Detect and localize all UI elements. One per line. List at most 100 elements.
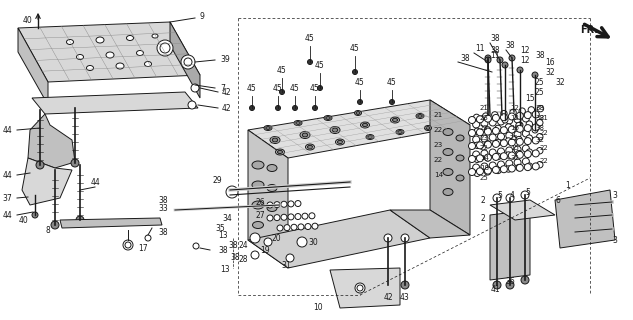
- Circle shape: [522, 158, 529, 165]
- Circle shape: [532, 111, 539, 118]
- Text: 32: 32: [535, 137, 544, 143]
- Text: 18: 18: [480, 165, 489, 171]
- Text: 41: 41: [490, 285, 500, 294]
- Circle shape: [477, 142, 484, 149]
- Circle shape: [473, 121, 480, 128]
- Text: 9: 9: [200, 12, 205, 20]
- Circle shape: [506, 194, 514, 202]
- Circle shape: [537, 148, 543, 154]
- Text: 45: 45: [273, 84, 283, 92]
- Circle shape: [389, 100, 394, 105]
- Circle shape: [485, 57, 491, 63]
- Ellipse shape: [294, 121, 302, 125]
- Ellipse shape: [308, 145, 313, 149]
- Text: 23: 23: [480, 115, 489, 121]
- Text: 5: 5: [497, 190, 502, 199]
- Circle shape: [484, 167, 491, 174]
- Ellipse shape: [418, 115, 422, 117]
- Ellipse shape: [363, 123, 368, 127]
- Circle shape: [532, 137, 539, 144]
- Circle shape: [401, 281, 409, 289]
- Circle shape: [76, 216, 84, 224]
- Text: 42: 42: [222, 87, 232, 97]
- Text: 45: 45: [350, 44, 360, 52]
- Polygon shape: [170, 22, 200, 98]
- Circle shape: [181, 55, 195, 69]
- Circle shape: [519, 108, 525, 114]
- Ellipse shape: [426, 127, 430, 129]
- Polygon shape: [490, 200, 555, 220]
- Circle shape: [484, 127, 491, 133]
- Circle shape: [506, 281, 514, 289]
- Ellipse shape: [253, 221, 263, 228]
- Circle shape: [160, 43, 170, 53]
- Text: 12: 12: [510, 115, 519, 121]
- Ellipse shape: [324, 116, 332, 121]
- Circle shape: [495, 125, 501, 132]
- Text: 42: 42: [383, 293, 393, 302]
- Circle shape: [514, 116, 521, 123]
- Circle shape: [505, 166, 511, 172]
- Text: FR.: FR.: [580, 25, 598, 35]
- Circle shape: [484, 141, 491, 147]
- Circle shape: [500, 153, 508, 160]
- Circle shape: [484, 154, 491, 161]
- Circle shape: [468, 156, 475, 163]
- Circle shape: [498, 118, 505, 125]
- Text: 7: 7: [220, 84, 225, 92]
- Circle shape: [312, 223, 318, 229]
- Circle shape: [508, 165, 515, 172]
- Ellipse shape: [252, 161, 264, 169]
- Circle shape: [267, 202, 273, 208]
- Text: 45: 45: [315, 60, 325, 69]
- Ellipse shape: [335, 139, 344, 145]
- Circle shape: [516, 164, 522, 171]
- Circle shape: [474, 156, 480, 163]
- Circle shape: [384, 234, 392, 242]
- Circle shape: [508, 126, 515, 133]
- Circle shape: [473, 136, 480, 143]
- Circle shape: [489, 119, 496, 126]
- Text: 13: 13: [218, 230, 228, 239]
- Text: 38: 38: [460, 53, 470, 62]
- Circle shape: [514, 131, 521, 138]
- Text: 19: 19: [260, 245, 270, 254]
- Text: 44: 44: [90, 178, 100, 187]
- Text: 13: 13: [220, 266, 230, 275]
- Ellipse shape: [337, 140, 342, 144]
- Circle shape: [517, 112, 523, 119]
- Polygon shape: [18, 28, 48, 105]
- Circle shape: [489, 149, 496, 156]
- Circle shape: [505, 138, 511, 144]
- Polygon shape: [60, 218, 162, 228]
- Circle shape: [497, 57, 503, 63]
- Circle shape: [481, 163, 488, 170]
- Circle shape: [500, 140, 508, 147]
- Circle shape: [517, 164, 523, 171]
- Circle shape: [517, 125, 523, 132]
- Text: 25: 25: [535, 87, 544, 97]
- Circle shape: [358, 100, 363, 105]
- Ellipse shape: [326, 116, 330, 119]
- Circle shape: [474, 170, 480, 177]
- Text: 15: 15: [510, 145, 519, 151]
- Text: 40: 40: [18, 215, 28, 225]
- Text: 22: 22: [480, 145, 489, 151]
- Circle shape: [298, 224, 304, 230]
- Ellipse shape: [106, 52, 114, 58]
- Text: 26: 26: [255, 197, 265, 206]
- Circle shape: [357, 285, 363, 291]
- Text: 39: 39: [220, 54, 230, 63]
- Circle shape: [489, 134, 496, 141]
- Ellipse shape: [391, 117, 399, 123]
- Circle shape: [468, 116, 475, 124]
- Circle shape: [275, 106, 280, 110]
- Text: 25: 25: [535, 77, 544, 86]
- Circle shape: [473, 114, 480, 121]
- Circle shape: [514, 146, 521, 153]
- Circle shape: [508, 152, 515, 159]
- Circle shape: [526, 163, 532, 169]
- Ellipse shape: [366, 134, 374, 140]
- Circle shape: [506, 160, 513, 167]
- Text: 34: 34: [222, 213, 232, 222]
